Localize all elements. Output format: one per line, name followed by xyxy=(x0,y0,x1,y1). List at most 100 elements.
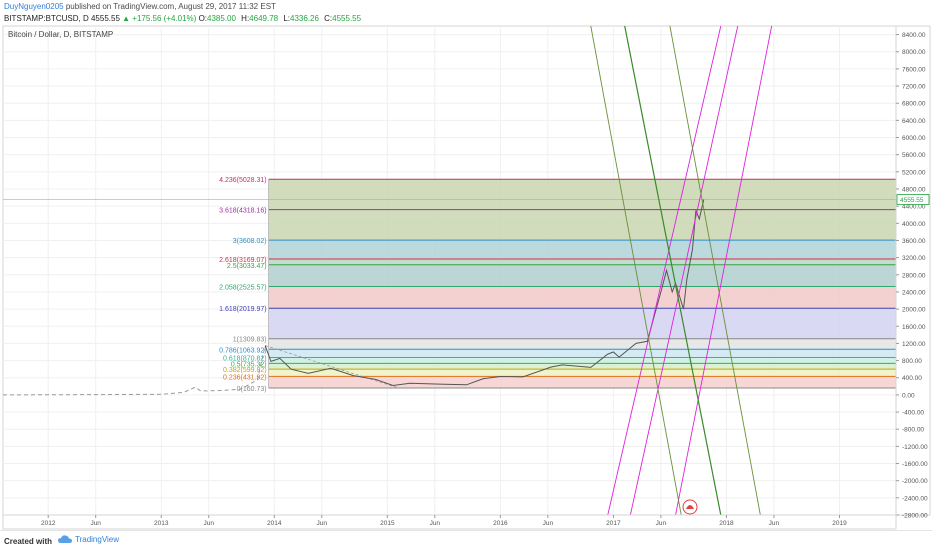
x-tick-label: 2018 xyxy=(719,520,734,527)
symbol-label: BITSTAMP:BTCUSD, D xyxy=(4,14,89,23)
x-tick-label: 2012 xyxy=(41,520,56,527)
trend-line-olive xyxy=(590,26,682,515)
fib-band xyxy=(268,308,896,339)
fib-level-label: 2.058(2525.57) xyxy=(219,285,266,292)
fib-band xyxy=(268,338,896,350)
fib-band xyxy=(268,240,896,259)
x-tick-label: 2015 xyxy=(380,520,395,527)
author-link[interactable]: DuyNguyen0205 xyxy=(4,2,64,11)
published-text: published on TradingView.com, August 29,… xyxy=(65,2,276,11)
y-tick-label: -2400.00 xyxy=(902,495,928,502)
y-tick-label: 2800.00 xyxy=(902,272,926,279)
fib-level-label: 2.618(3169.07) xyxy=(219,257,266,264)
y-tick-label: 3600.00 xyxy=(902,238,926,245)
last-price-badge xyxy=(896,194,930,205)
fib-band xyxy=(268,258,896,265)
y-tick-label: 4000.00 xyxy=(902,221,926,228)
open-label: O: xyxy=(198,14,208,23)
y-tick-label: 6400.00 xyxy=(902,118,926,125)
high-value: 4649.78 xyxy=(249,14,279,23)
price-series-early xyxy=(3,345,266,396)
trend-line-dark-green xyxy=(624,26,722,515)
y-tick-label: -2000.00 xyxy=(902,478,928,485)
fib-band xyxy=(268,286,896,309)
y-tick-label: 8000.00 xyxy=(902,49,926,56)
low-value: 4336.26 xyxy=(290,14,319,23)
y-tick-label: 400.00 xyxy=(902,375,922,382)
fib-level-label: 1.618(2019.97) xyxy=(219,306,266,313)
fib-level-label: 0.5(735.32) xyxy=(231,361,267,368)
brand-label: TradingView xyxy=(75,535,120,544)
fib-level-label: 0.236(431.92) xyxy=(223,374,267,381)
fib-band xyxy=(268,357,896,364)
y-tick-label: 5600.00 xyxy=(902,152,926,159)
watermark-logo-mark xyxy=(686,505,694,509)
x-tick-label: 2019 xyxy=(832,520,847,527)
x-axis-panel xyxy=(2,514,897,530)
close-value: 4555.55 xyxy=(332,14,362,23)
fib-level-label: 3(3608.02) xyxy=(233,238,267,245)
fib-level-label: 0.382(599.82) xyxy=(223,367,267,374)
fib-level-label: 0.618(870.82) xyxy=(223,356,267,363)
fib-band xyxy=(268,209,896,241)
x-tick-label: 2017 xyxy=(606,520,621,527)
y-tick-label: 0.00 xyxy=(902,392,915,399)
y-tick-label: -800.00 xyxy=(902,427,924,434)
publish-info: DuyNguyen0205 published on TradingView.c… xyxy=(4,2,276,11)
fib-band xyxy=(268,264,896,287)
y-axis-panel xyxy=(895,25,931,516)
fib-band xyxy=(268,179,896,210)
fib-level-label: 0.786(1063.92) xyxy=(219,347,266,354)
trend-line-magenta xyxy=(607,26,722,515)
y-tick-label: -2800.00 xyxy=(902,513,928,520)
x-tick-label: Jun xyxy=(656,520,667,527)
x-tick-label: Jun xyxy=(203,520,214,527)
chart-title: Bitcoin / Dollar, D, BITSTAMP xyxy=(8,30,113,39)
fib-level-label: 0(160.73) xyxy=(237,386,267,393)
x-tick-label: Jun xyxy=(543,520,554,527)
footer: Created with TradingView xyxy=(0,530,932,551)
open-value: 4385.00 xyxy=(207,14,236,23)
fib-band xyxy=(268,349,896,358)
x-tick-label: 2013 xyxy=(154,520,169,527)
low-label: L: xyxy=(283,14,290,23)
trend-line-olive xyxy=(669,26,761,515)
close-label: C: xyxy=(324,14,333,23)
y-tick-label: 4800.00 xyxy=(902,187,926,194)
y-tick-label: 3200.00 xyxy=(902,255,926,262)
tradingview-brand-link[interactable]: TradingView xyxy=(58,535,119,544)
x-tick-label: Jun xyxy=(90,520,101,527)
trend-line-magenta xyxy=(629,26,739,515)
y-tick-label: 800.00 xyxy=(902,358,922,365)
y-tick-label: 5200.00 xyxy=(902,169,926,176)
price-series xyxy=(264,199,705,387)
y-tick-label: 7600.00 xyxy=(902,66,926,73)
chart[interactable]: 4.236(5028.31) 3.618(4318.16) 3(3608.02) 2.… xyxy=(0,0,932,530)
fib-level-label: 2.5(3033.47) xyxy=(227,263,267,270)
last-price: 4555.55 xyxy=(90,14,120,23)
ohlc-bar: BITSTAMP:BTCUSD, D 4555.55 ▲ +175.56 (+4… xyxy=(4,14,364,23)
created-with-text: Created with xyxy=(4,537,53,546)
y-tick-label: 2400.00 xyxy=(902,289,926,296)
x-tick-label: 2014 xyxy=(267,520,282,527)
y-tick-label: 4400.00 xyxy=(902,204,926,211)
cloud-icon xyxy=(58,535,72,544)
y-tick-label: -1200.00 xyxy=(902,444,928,451)
y-tick-label: 2000.00 xyxy=(902,307,926,314)
fib-band xyxy=(268,376,896,389)
x-tick-label: Jun xyxy=(317,520,328,527)
x-tick-label: 2016 xyxy=(493,520,508,527)
y-tick-label: 6000.00 xyxy=(902,135,926,142)
trend-line-magenta xyxy=(675,26,773,515)
fib-band xyxy=(268,369,896,377)
x-tick-label: Jun xyxy=(430,520,441,527)
y-tick-label: 1200.00 xyxy=(902,341,926,348)
last-price-badge-label: 4555.55 xyxy=(900,197,924,204)
fib-level-label: 4.236(5028.31) xyxy=(219,177,266,184)
x-tick-label: Jun xyxy=(769,520,780,527)
y-tick-label: 7200.00 xyxy=(902,84,926,91)
fib-level-label: 1(1309.83) xyxy=(233,337,267,344)
fib-level-label: 3.618(4318.16) xyxy=(219,208,266,215)
y-tick-label: 8400.00 xyxy=(902,32,926,39)
y-tick-label: -1600.00 xyxy=(902,461,928,468)
